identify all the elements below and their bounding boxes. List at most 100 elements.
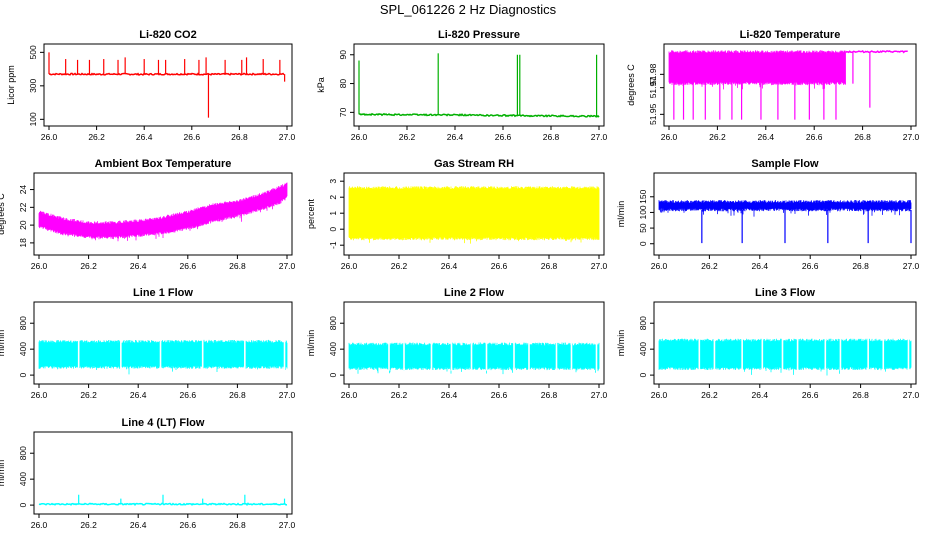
x-tick-label: 27.0 [591, 261, 608, 271]
y-tick-label: 800 [328, 316, 338, 330]
y-tick-label: 400 [18, 472, 28, 486]
y-tick-label: 300 [28, 78, 38, 92]
series-band [38, 339, 288, 375]
x-tick-label: 26.2 [701, 390, 718, 400]
y-tick-label: 18 [18, 238, 28, 248]
y-tick-label: 51.97 [648, 77, 658, 99]
y-tick-label: 24 [18, 185, 28, 195]
x-tick-label: 26.2 [80, 520, 97, 530]
x-tick-label: 26.6 [802, 390, 819, 400]
x-tick-label: 26.8 [229, 520, 246, 530]
y-tick-label: 400 [18, 342, 28, 356]
plot-frame [653, 301, 917, 385]
x-tick-label: 26.6 [806, 132, 823, 142]
plot-frame [43, 43, 293, 127]
chart-panel: Gas Stream RH percent 26.0 26.2 26.4 26.6 26.8… [306, 158, 608, 271]
x-tick-label: 26.0 [341, 261, 358, 271]
y-tick-label: 51.95 [648, 103, 658, 125]
y-tick-label: 500 [28, 45, 38, 59]
data-area [48, 52, 286, 118]
x-tick-label: 26.4 [130, 261, 147, 271]
y-tick-label: 800 [18, 446, 28, 460]
y-tick-label: 80 [338, 79, 348, 89]
data-area [38, 182, 288, 242]
x-tick-label: 26.0 [31, 261, 48, 271]
chart-panel: Sample Flow ml/min 26.0 26.2 26.4 26.6 26.8 27.… [616, 158, 920, 271]
series-band [38, 182, 288, 242]
x-tick-label: 26.2 [88, 132, 105, 142]
y-tick-label: 0 [328, 372, 338, 377]
x-tick-label: 27.0 [591, 390, 608, 400]
x-tick-label: 26.8 [854, 132, 871, 142]
chart-title: Line 2 Flow [444, 287, 504, 299]
y-tick-label: 0 [328, 227, 338, 232]
chart-title: Sample Flow [751, 158, 819, 170]
chart-title: Line 1 Flow [133, 287, 193, 299]
y-tick-label: 20 [18, 220, 28, 230]
data-area [668, 50, 908, 120]
x-tick-label: 26.8 [541, 390, 558, 400]
chart-title: Li-820 Pressure [438, 29, 520, 41]
x-tick-label: 26.2 [391, 390, 408, 400]
y-tick-label: 100 [638, 205, 648, 219]
x-tick-label: 26.4 [441, 261, 458, 271]
plot-frame [33, 301, 293, 385]
chart-title: Line 3 Flow [755, 287, 815, 299]
y-tick-label: 400 [638, 342, 648, 356]
x-tick-label: 27.0 [903, 390, 920, 400]
plot-frame [33, 172, 293, 256]
chart-panel: Ambient Box Temperature degrees C 26.0 26.2… [0, 158, 296, 271]
y-tick-label: 800 [638, 316, 648, 330]
y-axis-label: ml/min [0, 330, 6, 357]
series-line [48, 72, 285, 76]
x-tick-label: 26.4 [752, 261, 769, 271]
x-tick-label: 26.6 [491, 261, 508, 271]
y-tick-label: 22 [18, 202, 28, 212]
x-tick-label: 26.0 [661, 132, 678, 142]
x-tick-label: 26.8 [852, 261, 869, 271]
chart-panel: Li-820 CO2 Licor ppm 26.0 26.2 26.4 26.6 26.8 2… [6, 29, 296, 142]
x-tick-label: 26.0 [351, 132, 368, 142]
y-axis-label: ml/min [0, 460, 6, 487]
series-band [348, 186, 600, 244]
y-tick-label: 3 [328, 179, 338, 184]
x-tick-label: 26.8 [231, 132, 248, 142]
chart-panel: Line 3 Flow ml/min 26.0 26.2 26.4 26.6 26.8 27.… [616, 287, 920, 400]
x-tick-label: 26.2 [399, 132, 416, 142]
y-axis-label: ml/min [616, 330, 626, 357]
y-tick-label: 2 [328, 195, 338, 200]
chart-title: Line 4 (LT) Flow [122, 417, 205, 429]
chart-title: Ambient Box Temperature [95, 158, 232, 170]
y-tick-label: 100 [28, 112, 38, 126]
y-axis-label: degrees C [0, 193, 6, 235]
y-tick-label: 50 [638, 223, 648, 233]
x-tick-label: 26.8 [229, 390, 246, 400]
y-axis-label: kPa [316, 77, 326, 93]
y-axis-label: degrees C [626, 64, 636, 106]
x-tick-label: 26.6 [491, 390, 508, 400]
plot-frame [353, 43, 605, 127]
x-tick-label: 26.0 [341, 390, 358, 400]
series-band [348, 342, 600, 375]
y-tick-label: 1 [328, 211, 338, 216]
y-tick-label: 90 [338, 50, 348, 60]
y-axis-label: percent [306, 198, 316, 229]
chart-panel: Line 1 Flow ml/min 26.0 26.2 26.4 26.6 26.8 27.… [0, 287, 296, 400]
plot-frame [663, 43, 917, 127]
x-tick-label: 26.0 [31, 520, 48, 530]
y-tick-label: 51.98 [648, 63, 658, 85]
data-area [38, 494, 288, 506]
x-tick-label: 27.0 [279, 390, 296, 400]
x-tick-label: 26.6 [184, 132, 201, 142]
y-tick-label: 0 [18, 502, 28, 507]
x-tick-label: 26.4 [130, 390, 147, 400]
x-tick-label: 27.0 [279, 261, 296, 271]
x-tick-label: 26.4 [130, 520, 147, 530]
y-tick-label: 0 [638, 241, 648, 246]
x-tick-label: 26.0 [31, 390, 48, 400]
x-tick-label: 27.0 [279, 132, 296, 142]
x-tick-label: 26.8 [229, 261, 246, 271]
x-tick-label: 26.4 [752, 390, 769, 400]
chart-title: Li-820 CO2 [139, 29, 196, 41]
x-tick-label: 27.0 [903, 132, 920, 142]
